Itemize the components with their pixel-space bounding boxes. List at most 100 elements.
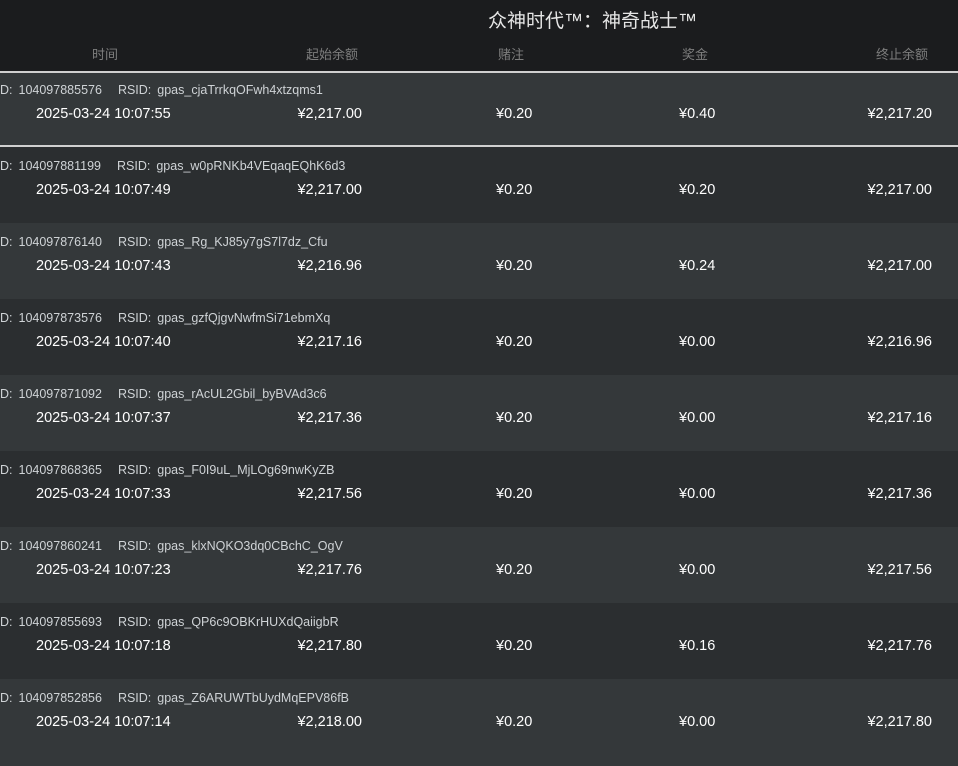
- round-time: 2025-03-24 10:07:23: [36, 562, 171, 578]
- win-amount: ¥0.00: [679, 334, 716, 350]
- round-time: 2025-03-24 10:07:43: [36, 258, 171, 274]
- bet-amount: ¥0.20: [496, 258, 533, 274]
- bet-amount: ¥0.20: [496, 182, 533, 198]
- round-id: 104097885576: [18, 83, 102, 97]
- end-balance: ¥2,217.56: [867, 562, 932, 578]
- round-id: 104097860241: [18, 539, 102, 553]
- win-amount: ¥0.00: [679, 486, 716, 502]
- round-time: 2025-03-24 10:07:40: [36, 334, 171, 350]
- end-balance: ¥2,216.96: [867, 334, 932, 350]
- rsid-label: RSID:: [117, 159, 151, 173]
- id-line: D: 104097868365 RSID: gpas_F0I9uL_MjLOg69nw…: [0, 463, 334, 477]
- history-row[interactable]: D: 104097852856 RSID: gpas_Z6ARUWTbUydMqEPV…: [0, 679, 958, 755]
- round-id: 104097873576: [18, 311, 102, 325]
- rsid-value: gpas_F0I9uL_MjLOg69nwKyZB: [157, 463, 335, 477]
- start-balance: ¥2,217.80: [297, 638, 362, 654]
- id-line: D: 104097852856 RSID: gpas_Z6ARUWTbUydMqEPV…: [0, 691, 349, 705]
- win-amount: ¥0.40: [679, 106, 716, 122]
- bet-amount: ¥0.20: [496, 562, 533, 578]
- rsid-value: gpas_w0pRNKb4VEqaqEQhK6d3: [156, 159, 346, 173]
- end-balance: ¥2,217.00: [867, 258, 932, 274]
- rsid-value: gpas_rAcUL2Gbil_byBVAd3c6: [157, 387, 327, 401]
- win-amount: ¥0.00: [679, 714, 716, 730]
- history-row[interactable]: D: 104097868365 RSID: gpas_F0I9uL_MjLOg69nw…: [0, 451, 958, 527]
- rsid-label: RSID:: [117, 463, 152, 477]
- id-label: D:: [0, 235, 13, 249]
- rsid-label: RSID:: [117, 235, 152, 249]
- column-header-win: 奖金: [682, 47, 709, 62]
- round-id: 104097852856: [18, 691, 102, 705]
- id-label: D:: [0, 83, 13, 97]
- id-line: D: 104097873576 RSID: gpas_gzfQjgvNwfmSi71e…: [0, 311, 330, 325]
- round-id: 104097855693: [18, 615, 102, 629]
- column-header-time: 时间: [92, 47, 119, 62]
- end-balance: ¥2,217.80: [867, 714, 932, 730]
- history-row[interactable]: D: 104097871092 RSID: gpas_rAcUL2Gbil_byBVA…: [0, 375, 958, 451]
- win-amount: ¥0.20: [679, 182, 716, 198]
- round-time: 2025-03-24 10:07:49: [36, 182, 171, 198]
- win-amount: ¥0.00: [679, 562, 716, 578]
- round-time: 2025-03-24 10:07:18: [36, 638, 171, 654]
- start-balance: ¥2,217.36: [297, 410, 362, 426]
- bet-amount: ¥0.20: [496, 486, 533, 502]
- history-row[interactable]: D: 104097873576 RSID: gpas_gzfQjgvNwfmSi71e…: [0, 299, 958, 375]
- round-id: 104097871092: [18, 387, 102, 401]
- id-label: D:: [0, 539, 13, 553]
- bet-amount: ¥0.20: [496, 334, 533, 350]
- id-label: D:: [0, 387, 13, 401]
- rsid-label: RSID:: [117, 615, 152, 629]
- id-line: D: 104097871092 RSID: gpas_rAcUL2Gbil_byBVA…: [0, 387, 327, 401]
- end-balance: ¥2,217.76: [867, 638, 932, 654]
- rsid-value: gpas_QP6c9OBKrHUXdQaiigbR: [157, 615, 339, 629]
- rsid-label: RSID:: [117, 539, 152, 553]
- game-title: 众神时代™：神奇战士™: [488, 11, 698, 32]
- start-balance: ¥2,218.00: [297, 714, 362, 730]
- end-balance: ¥2,217.16: [867, 410, 932, 426]
- column-header-end-balance: 终止余额: [875, 47, 928, 62]
- end-balance: ¥2,217.36: [867, 486, 932, 502]
- rsid-value: gpas_Z6ARUWTbUydMqEPV86fB: [157, 691, 350, 705]
- id-line: D: 104097876140 RSID: gpas_Rg_KJ85y7gS7l7dz…: [0, 235, 328, 249]
- history-row[interactable]: D: 104097855693 RSID: gpas_QP6c9OBKrHUXdQai…: [0, 603, 958, 679]
- round-id: 104097881199: [18, 159, 102, 173]
- round-id: 104097868365: [18, 463, 102, 477]
- rsid-label: RSID:: [117, 83, 152, 97]
- id-label: D:: [0, 159, 13, 173]
- id-line: D: 104097885576 RSID: gpas_cjaTrrkqOFwh4xtz…: [0, 83, 323, 97]
- history-row[interactable]: D: 104097881199 RSID: gpas_w0pRNKb4VEqaqEQh…: [0, 147, 958, 223]
- win-amount: ¥0.24: [679, 258, 716, 274]
- round-time: 2025-03-24 10:07:14: [36, 714, 171, 730]
- id-label: D:: [0, 463, 13, 477]
- start-balance: ¥2,217.56: [297, 486, 362, 502]
- end-balance: ¥2,217.00: [867, 182, 932, 198]
- bet-amount: ¥0.20: [496, 638, 533, 654]
- column-header-bet: 赌注: [498, 47, 525, 62]
- end-balance: ¥2,217.20: [867, 106, 932, 122]
- rsid-value: gpas_Rg_KJ85y7gS7l7dz_Cfu: [157, 235, 328, 249]
- win-amount: ¥0.00: [679, 410, 716, 426]
- start-balance: ¥2,216.96: [297, 258, 362, 274]
- history-row[interactable]: D: 104097885576 RSID: gpas_cjaTrrkqOFwh4xtz…: [0, 71, 958, 147]
- rsid-value: gpas_klxNQKO3dq0CBchC_OgV: [157, 539, 343, 553]
- round-time: 2025-03-24 10:07:37: [36, 410, 171, 426]
- id-line: D: 104097855693 RSID: gpas_QP6c9OBKrHUXdQai…: [0, 615, 339, 629]
- column-header-start-balance: 起始余额: [305, 47, 358, 62]
- rsid-label: RSID:: [117, 311, 152, 325]
- rsid-label: RSID:: [117, 691, 152, 705]
- rsid-value: gpas_gzfQjgvNwfmSi71ebmXq: [157, 311, 331, 325]
- history-row[interactable]: D: 104097876140 RSID: gpas_Rg_KJ85y7gS7l7dz…: [0, 223, 958, 299]
- id-label: D:: [0, 691, 13, 705]
- round-id: 104097876140: [18, 235, 102, 249]
- history-list: D: 104097885576 RSID: gpas_cjaTrrkqOFwh4xtz…: [0, 71, 958, 755]
- start-balance: ¥2,217.00: [297, 182, 362, 198]
- round-time: 2025-03-24 10:07:55: [36, 106, 171, 122]
- bet-amount: ¥0.20: [496, 714, 533, 730]
- start-balance: ¥2,217.16: [297, 334, 362, 350]
- history-row[interactable]: D: 104097860241 RSID: gpas_klxNQKO3dq0CBchC…: [0, 527, 958, 603]
- rsid-value: gpas_cjaTrrkqOFwh4xtzqms1: [157, 83, 323, 97]
- partial-row: [0, 755, 958, 766]
- start-balance: ¥2,217.76: [297, 562, 362, 578]
- id-line: D: 104097860241 RSID: gpas_klxNQKO3dq0CBchC…: [0, 539, 343, 553]
- round-time: 2025-03-24 10:07:33: [36, 486, 171, 502]
- bet-amount: ¥0.20: [496, 106, 533, 122]
